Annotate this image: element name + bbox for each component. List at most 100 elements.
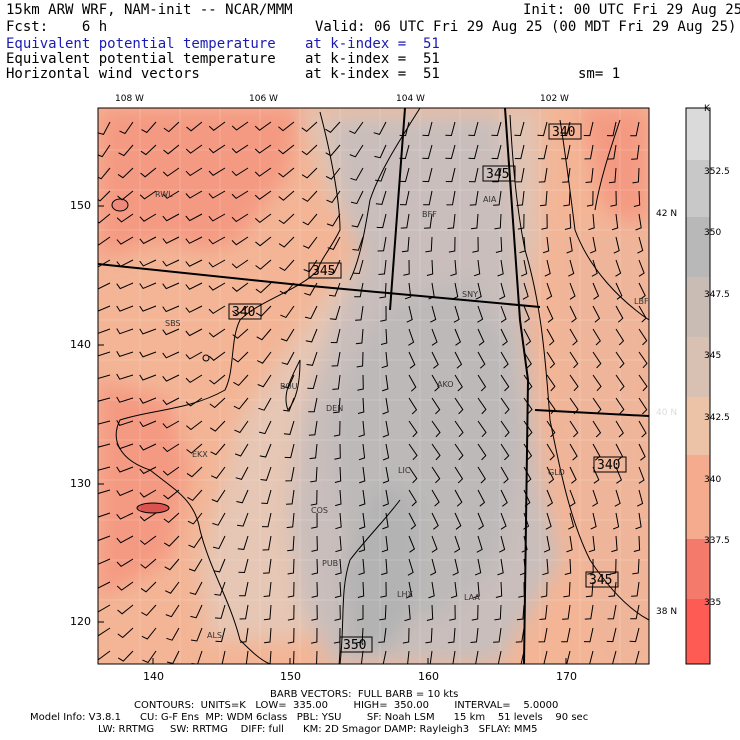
wind-barb bbox=[638, 374, 648, 392]
station-label: GLD bbox=[548, 468, 565, 477]
wind-barb bbox=[239, 604, 249, 620]
wind-barb bbox=[606, 627, 617, 643]
wind-barb bbox=[422, 144, 433, 160]
wind-barb bbox=[301, 144, 318, 156]
wind-barb bbox=[569, 351, 579, 369]
wind-barb bbox=[630, 121, 640, 137]
wind-barb bbox=[254, 190, 272, 200]
wind-barb bbox=[116, 213, 134, 223]
wind-barb bbox=[408, 420, 418, 438]
wind-barb bbox=[470, 213, 479, 230]
wind-barb bbox=[255, 236, 272, 247]
wind-barb bbox=[139, 397, 157, 404]
wind-barb bbox=[351, 213, 364, 228]
wind-barb bbox=[301, 121, 318, 133]
wind-barb bbox=[475, 282, 482, 300]
wind-barb bbox=[564, 213, 572, 230]
svg-text:340: 340 bbox=[552, 125, 575, 140]
wind-barb bbox=[232, 305, 249, 316]
wind-barb bbox=[591, 259, 598, 277]
wind-barb bbox=[518, 581, 525, 598]
wind-barb bbox=[139, 259, 157, 267]
colorbar-label: 345 bbox=[704, 351, 722, 361]
wind-barb bbox=[360, 650, 364, 664]
wind-barb bbox=[293, 650, 295, 664]
wind-barb bbox=[311, 558, 319, 575]
wind-barb bbox=[209, 420, 226, 432]
wind-barb bbox=[606, 650, 617, 664]
colorbar-label: 342.5 bbox=[704, 413, 730, 423]
wind-barb bbox=[185, 236, 203, 244]
wind-barb bbox=[492, 167, 502, 183]
wind-barb bbox=[537, 121, 548, 137]
wind-barb bbox=[543, 535, 551, 553]
wind-barb bbox=[546, 397, 556, 415]
wind-barb bbox=[500, 466, 509, 484]
wind-barb bbox=[468, 144, 479, 160]
wind-barb bbox=[162, 443, 180, 453]
wind-barb bbox=[608, 167, 617, 184]
y-tick-label: 130 bbox=[70, 477, 91, 490]
station-label: LAA bbox=[464, 593, 480, 602]
wind-barb bbox=[264, 627, 272, 644]
wind-barb bbox=[254, 121, 272, 131]
station-label: BOU bbox=[280, 382, 298, 391]
wind-barb bbox=[117, 167, 134, 179]
svg-text:340: 340 bbox=[597, 458, 620, 473]
station-label: EKX bbox=[192, 450, 208, 459]
wind-barb bbox=[287, 558, 295, 575]
lon-label: 108 W bbox=[115, 94, 144, 104]
wind-barb bbox=[407, 650, 410, 664]
wind-barb bbox=[499, 535, 506, 553]
station-label: AIA bbox=[483, 195, 497, 204]
wind-barb bbox=[162, 167, 180, 177]
wind-barb bbox=[431, 466, 441, 484]
wind-barb bbox=[405, 581, 413, 599]
wind-barb bbox=[280, 328, 295, 342]
wind-barb bbox=[638, 351, 648, 369]
station-label: SNY bbox=[462, 290, 478, 299]
wind-barb bbox=[213, 558, 226, 573]
wind-barb bbox=[454, 466, 464, 484]
wind-barb bbox=[185, 144, 203, 154]
wind-barb bbox=[546, 466, 555, 484]
wind-barb bbox=[302, 190, 318, 202]
wind-barb bbox=[380, 328, 388, 345]
colorbar-swatch bbox=[686, 455, 710, 539]
wind-barb bbox=[302, 213, 318, 226]
wind-barb bbox=[208, 259, 226, 268]
wind-barb bbox=[327, 236, 341, 250]
wind-barb bbox=[140, 167, 157, 178]
wind-barb bbox=[359, 512, 366, 530]
wind-barb bbox=[497, 558, 504, 576]
wind-barb bbox=[431, 443, 441, 461]
wind-barb bbox=[234, 443, 249, 457]
wind-barb bbox=[350, 167, 364, 181]
wind-barb bbox=[311, 604, 318, 621]
wind-barb bbox=[406, 305, 413, 323]
wind-barb bbox=[497, 259, 504, 277]
wind-barb bbox=[255, 282, 272, 294]
axis-ticks bbox=[98, 205, 567, 664]
wind-barb bbox=[98, 351, 111, 357]
wind-barb bbox=[284, 443, 295, 459]
wind-barb bbox=[569, 374, 579, 392]
wind-barb bbox=[214, 581, 226, 596]
wind-barb bbox=[521, 259, 528, 277]
wind-barb bbox=[379, 604, 387, 621]
wind-barb bbox=[140, 144, 157, 156]
wind-barb bbox=[606, 121, 617, 137]
wind-barb bbox=[431, 512, 439, 530]
wind-barb bbox=[468, 121, 479, 137]
wind-barb bbox=[116, 396, 134, 403]
wind-barb bbox=[638, 282, 646, 300]
wind-barb bbox=[162, 374, 180, 382]
wind-barb bbox=[116, 581, 134, 591]
wind-barb bbox=[334, 581, 342, 598]
wind-barb bbox=[541, 213, 548, 230]
wind-barb bbox=[163, 121, 180, 133]
wind-barb bbox=[269, 650, 272, 664]
wind-barb bbox=[141, 604, 157, 617]
model-info-2: LW: RRTMG SW: RRTMG DIFF: full KM: 2D Sm… bbox=[98, 724, 538, 735]
wind-barb bbox=[278, 167, 295, 178]
